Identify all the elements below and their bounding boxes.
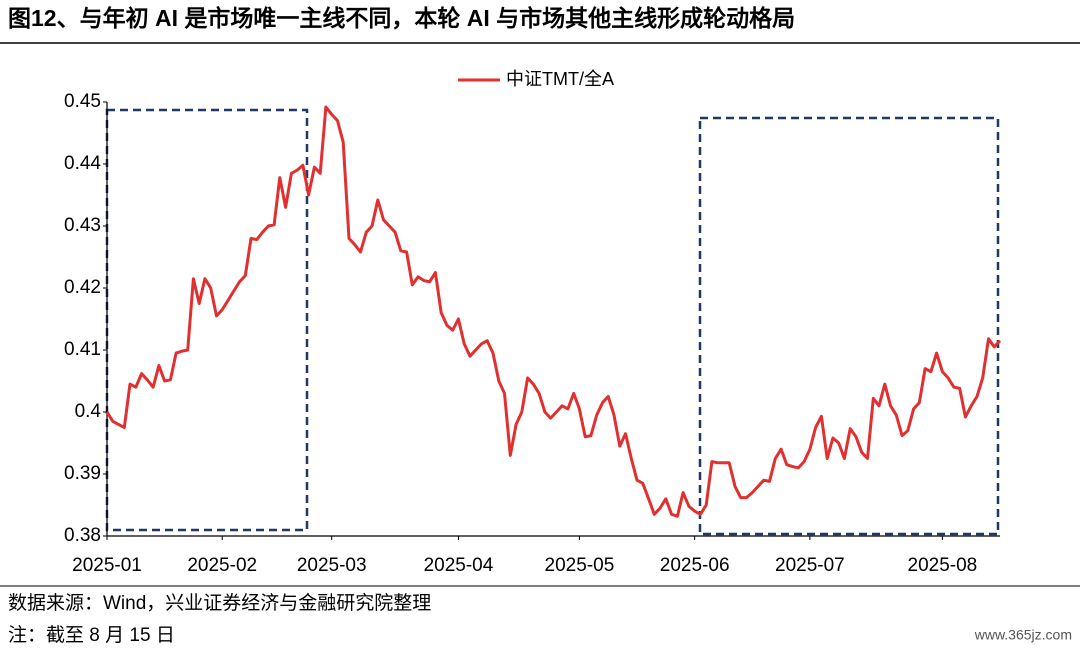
x-tick-label: 2025-04 (424, 555, 494, 576)
x-tick-label: 2025-08 (908, 555, 978, 576)
y-tick-label: 0.4 (75, 401, 102, 422)
highlight-box (105, 108, 309, 532)
series-line (105, 105, 1002, 518)
y-tick-label: 0.39 (64, 463, 101, 484)
legend-label: 中证TMT/全A (506, 69, 614, 89)
footnote: 注：截至 8 月 15 日 (8, 624, 175, 646)
y-tick-label: 0.45 (64, 91, 101, 112)
x-tick-label: 2025-01 (72, 555, 142, 576)
watermark: www.365jz.com (974, 627, 1072, 643)
y-tick-label: 0.41 (64, 339, 101, 360)
y-tick-label: 0.42 (64, 277, 101, 298)
y-tick-label: 0.43 (64, 215, 101, 236)
y-tick-label: 0.44 (64, 153, 101, 174)
x-tick-label: 2025-03 (297, 555, 367, 576)
chart-title: 图12、与年初 AI 是市场唯一主线不同，本轮 AI 与市场其他主线形成轮动格局 (8, 5, 795, 31)
x-tick-label: 2025-06 (660, 555, 730, 576)
x-tick-label: 2025-05 (545, 555, 615, 576)
x-tick-label: 2025-07 (775, 555, 845, 576)
source-note: 数据来源：Wind，兴业证券经济与金融研究院整理 (8, 592, 431, 614)
x-tick-label: 2025-02 (187, 555, 257, 576)
highlight-box (698, 116, 1000, 536)
y-tick-label: 0.38 (64, 525, 101, 546)
